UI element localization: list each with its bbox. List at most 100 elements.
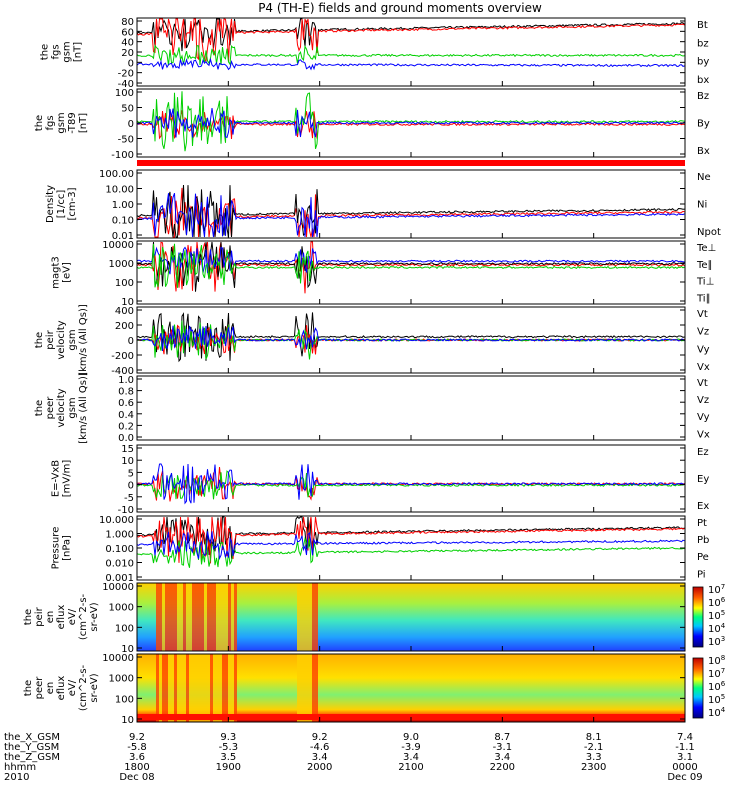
spectrogram-p10 <box>137 654 685 722</box>
legend-item: Vx <box>697 362 710 373</box>
footer-value: -3.9 <box>401 742 421 753</box>
spectrogram-cell <box>177 654 180 722</box>
legend-item: By <box>697 119 710 130</box>
plot-title: P4 (TH-E) fields and ground moments over… <box>258 1 542 15</box>
legend-item: Vy <box>697 412 710 423</box>
colorbar-label: 103 <box>708 635 725 648</box>
y-tick-label: 40 <box>121 38 134 49</box>
footer-value: 8.1 <box>586 732 602 743</box>
footer-value: -3.1 <box>493 742 513 753</box>
footer-value: 2300 <box>581 762 606 773</box>
spectrogram-cell <box>195 583 198 651</box>
panel-frame <box>136 444 686 513</box>
colorbar-label: 106 <box>708 596 726 609</box>
y-tick-label: 100.00 <box>99 169 134 180</box>
legend-item: Bt <box>697 20 708 31</box>
y-tick-label: 1000 <box>109 603 134 614</box>
legend-item: Bx <box>697 146 710 157</box>
series-line <box>136 243 685 288</box>
footer-value: 3.4 <box>494 752 510 763</box>
colorbar-label: 107 <box>708 583 725 596</box>
spectrogram-cell <box>228 583 231 651</box>
series-line <box>136 44 685 66</box>
spectrogram-cell <box>180 583 183 651</box>
spectrogram-cell <box>162 583 165 651</box>
footer-value: 0000 <box>672 762 697 773</box>
panel-frame <box>136 375 686 441</box>
y-tick-label: 0.8 <box>118 387 134 398</box>
y-axis-label: thefgsgsm[nT] <box>40 41 84 62</box>
panel-frame <box>136 515 686 581</box>
y-tick-label: 0.6 <box>118 398 134 409</box>
legend-item: Pb <box>697 535 709 546</box>
y-tick-label: -100 <box>111 150 134 161</box>
spectrogram-cell <box>183 583 186 651</box>
series-line <box>136 18 685 52</box>
legend-item: Pe <box>697 552 709 563</box>
y-tick-label: 0 <box>128 481 134 492</box>
footer-value: Dec 09 <box>667 772 702 783</box>
series-line <box>136 463 685 505</box>
y-tick-label: 0.4 <box>118 410 134 421</box>
spectrogram-cell <box>204 654 207 722</box>
y-tick-label: 0 <box>128 336 134 347</box>
spectrogram-cell <box>207 583 210 651</box>
legend-item: Te∥ <box>696 260 713 271</box>
footer-value: 2100 <box>398 762 423 773</box>
series-line <box>136 108 685 139</box>
spectrogram-cell <box>219 583 222 651</box>
legend-item: Ez <box>697 447 709 458</box>
y-axis-label: thepeirenefluxeV/(cm^2-s-sr-eV) <box>23 593 100 640</box>
y-tick-label: 10000 <box>102 653 134 664</box>
spectrogram-cell <box>222 583 225 651</box>
y-tick-label: 10.000 <box>99 515 134 526</box>
spectrogram-cell <box>162 654 165 722</box>
y-axis-label: Pressure[nPa] <box>51 527 73 570</box>
footer-row-label: 2010 <box>4 772 29 783</box>
y-tick-label: 0.2 <box>118 421 134 432</box>
spectrogram-cell <box>183 654 186 722</box>
spectrogram-cell <box>306 654 309 722</box>
spectrogram-cell <box>171 654 174 722</box>
y-tick-label: 5 <box>128 468 134 479</box>
y-tick-label: 60 <box>121 27 134 38</box>
spectrogram-cell <box>174 583 177 651</box>
y-axis-label: Density[1/cc][cm-3] <box>45 185 78 223</box>
y-tick-label: -400 <box>111 366 134 377</box>
spectrogram-cell <box>171 583 174 651</box>
spectrogram-cell <box>156 583 159 651</box>
spectrogram-cell <box>306 583 309 651</box>
spectrogram-cell <box>165 654 168 722</box>
footer-value: 3.4 <box>403 752 419 763</box>
legend-item: Te⊥ <box>696 243 716 254</box>
spectrogram-cell <box>309 654 312 722</box>
footer-row-label: hhmm <box>4 762 36 773</box>
spectrogram-cell <box>159 654 162 722</box>
spectrogram-cell <box>234 583 237 651</box>
y-tick-label: 100 <box>115 278 134 289</box>
spectrogram-cell <box>207 654 210 722</box>
y-tick-label: 0.0 <box>118 433 134 444</box>
legend-item: Pi <box>697 569 706 580</box>
y-tick-label: 20 <box>121 48 134 59</box>
y-tick-label: 50 <box>121 104 134 115</box>
spectrogram-cell <box>180 654 183 722</box>
spectrogram-cell <box>189 654 192 722</box>
footer-value: 9.2 <box>129 732 145 743</box>
y-tick-label: 10 <box>121 715 134 726</box>
footer-row-label: the_Z_GSM <box>4 752 60 763</box>
footer-value: 3.4 <box>312 752 328 763</box>
footer-row-label: the_X_GSM <box>4 732 60 743</box>
spectrogram-p9 <box>137 583 685 651</box>
spectrogram-cell <box>225 654 228 722</box>
series-line <box>136 193 685 238</box>
spectrogram-cell <box>159 583 162 651</box>
footer-value: 7.4 <box>677 732 693 743</box>
spectrogram-cell <box>210 583 213 651</box>
spectrogram-cell <box>168 654 171 722</box>
colorbar-label: 104 <box>708 622 726 635</box>
footer-value: 9.0 <box>403 732 419 743</box>
spectrogram-cell <box>192 583 195 651</box>
colorbar-label: 107 <box>708 667 725 680</box>
footer-value: 9.2 <box>312 732 328 743</box>
